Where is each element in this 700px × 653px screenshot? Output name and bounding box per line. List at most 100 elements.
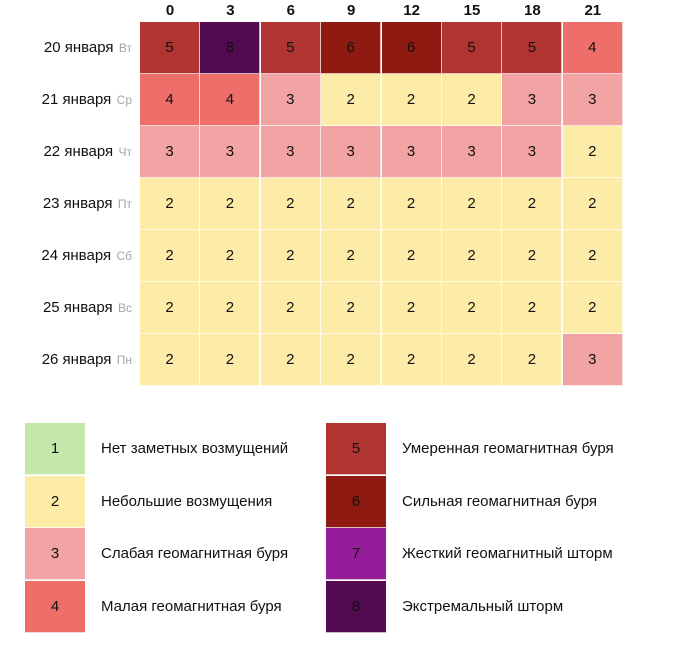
heatmap-cell: 2 [260, 178, 321, 230]
heatmap-cell: 2 [381, 282, 442, 334]
heatmap-cell: 3 [260, 74, 321, 126]
heatmap-cell: 2 [442, 334, 502, 386]
row-label: 26 января Пн [0, 334, 132, 386]
heatmap-cell: 2 [140, 230, 200, 282]
heatmap-cell: 4 [140, 74, 200, 126]
legend-swatch: 7 [326, 528, 386, 580]
heatmap-cell: 2 [381, 334, 442, 386]
heatmap-cell: 2 [502, 178, 563, 230]
date-label: 25 января [42, 299, 113, 316]
legend-swatch: 1 [25, 423, 85, 475]
heatmap-cell: 2 [200, 230, 261, 282]
heatmap-cell: 2 [200, 334, 261, 386]
heatmap-cell: 2 [321, 178, 382, 230]
hour-header: 18 [524, 2, 541, 19]
hour-header: 12 [403, 2, 420, 19]
row-label: 22 января Чт [0, 126, 132, 178]
hour-header: 15 [463, 2, 481, 19]
heatmap-cell: 2 [502, 282, 563, 334]
weekday-label: Пт [114, 197, 132, 211]
heatmap-cell: 2 [260, 282, 321, 334]
heatmap-cell: 3 [502, 126, 563, 178]
heatmap-cell: 8 [200, 22, 261, 74]
heatmap-cell: 2 [562, 178, 623, 230]
legend-swatch: 5 [326, 423, 386, 475]
heatmap-cell: 2 [502, 334, 563, 386]
heatmap-cell: 3 [502, 74, 563, 126]
row-label: 25 января Вс [0, 282, 132, 334]
heatmap-cell: 5 [502, 22, 563, 74]
hour-header: 21 [584, 2, 602, 19]
heatmap-cell: 2 [140, 282, 200, 334]
date-label: 26 января [41, 351, 112, 368]
heatmap-cell: 2 [562, 230, 623, 282]
heatmap-cell: 2 [502, 230, 563, 282]
heatmap-cell: 5 [260, 22, 321, 74]
heatmap-cell: 2 [321, 334, 382, 386]
heatmap-cell: 2 [140, 178, 200, 230]
legend-swatch: 3 [25, 528, 85, 580]
row-label: 21 января Ср [0, 74, 132, 126]
legend-label: Сильная геомагнитная буря [402, 492, 597, 510]
heatmap-cell: 2 [260, 230, 321, 282]
legend-label: Слабая геомагнитная буря [101, 545, 289, 562]
heatmap-cell: 2 [381, 74, 442, 126]
heatmap-cell: 2 [321, 230, 382, 282]
legend-label: Малая геомагнитная буря [101, 597, 282, 615]
weekday-label: Ср [113, 93, 132, 107]
row-label: 20 января Вт [0, 22, 132, 74]
heatmap-cell: 3 [442, 126, 502, 178]
heatmap-cell: 3 [381, 126, 442, 178]
heatmap-cell: 4 [200, 74, 261, 126]
date-label: 24 января [41, 247, 112, 264]
legend-swatch: 8 [326, 580, 386, 633]
heatmap-cell: 2 [381, 230, 442, 282]
legend-label: Жесткий геомагнитный шторм [402, 545, 613, 562]
heatmap-cell: 2 [321, 282, 382, 334]
heatmap-cell: 5 [442, 22, 502, 74]
heatmap-cell: 6 [321, 22, 382, 74]
hour-header: 3 [226, 2, 235, 19]
row-label: 24 января Сб [0, 230, 132, 282]
hour-header: 0 [165, 2, 175, 19]
weekday-label: Чт [115, 145, 133, 159]
heatmap-cell: 2 [442, 230, 502, 282]
legend-label: Экстремальный шторм [402, 597, 564, 615]
heatmap-cell: 2 [442, 178, 502, 230]
heatmap-cell: 2 [562, 282, 623, 334]
heatmap-cell: 2 [442, 282, 502, 334]
legend-swatch: 2 [25, 475, 85, 528]
hour-header: 9 [347, 2, 356, 19]
heatmap-cell: 2 [381, 178, 442, 230]
weekday-label: Вс [114, 301, 132, 315]
heatmap-cell: 3 [140, 126, 200, 178]
heatmap-cell: 3 [260, 126, 321, 178]
legend-label: Нет заметных возмущений [101, 440, 289, 457]
hour-header: 6 [286, 2, 295, 19]
heatmap-cell: 3 [200, 126, 261, 178]
heatmap-cell: 2 [442, 74, 502, 126]
weekday-label: Пн [113, 353, 132, 367]
weekday-label: Сб [113, 249, 132, 263]
heatmap-cell: 2 [260, 334, 321, 386]
row-label: 23 января Пт [0, 178, 132, 230]
heatmap-cell: 6 [381, 22, 442, 74]
legend-label: Умеренная геомагнитная буря [402, 440, 614, 457]
legend-label: Небольшие возмущения [101, 492, 273, 510]
date-label: 22 января [43, 143, 114, 160]
heatmap-cell: 2 [321, 74, 382, 126]
heatmap-cell: 5 [140, 22, 200, 74]
legend-swatch: 6 [326, 475, 386, 528]
legend-swatch: 4 [25, 580, 85, 633]
heatmap-cell: 3 [321, 126, 382, 178]
heatmap-cell: 2 [200, 282, 261, 334]
heatmap-cell: 2 [562, 126, 623, 178]
date-label: 21 января [41, 91, 112, 108]
heatmap-cell: 4 [562, 22, 623, 74]
heatmap-cell: 2 [200, 178, 261, 230]
date-label: 20 января [43, 39, 114, 56]
heatmap-cell: 3 [562, 74, 623, 126]
weekday-label: Вт [115, 41, 132, 55]
heatmap-cell: 3 [562, 334, 623, 386]
heatmap-cell: 2 [140, 334, 200, 386]
